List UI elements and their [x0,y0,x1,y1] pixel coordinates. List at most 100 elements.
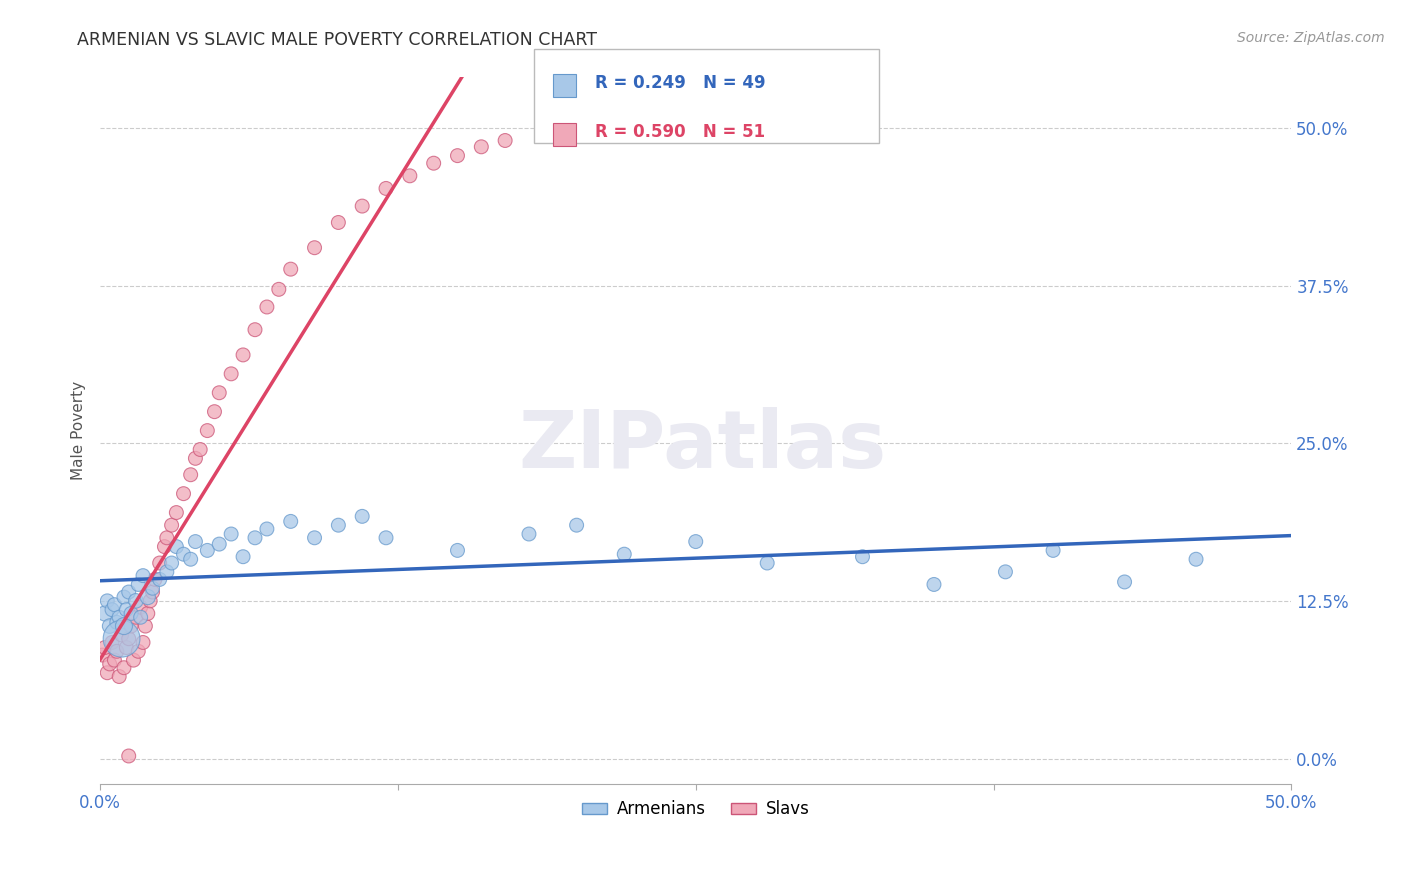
Point [122,653,145,667]
Point [110,632,132,646]
Point [188,442,211,457]
Point [208,385,231,400]
Text: ■: ■ [555,125,574,144]
Point [132,635,155,649]
Point [129,610,152,624]
Point [134,619,156,633]
Point [141,585,163,599]
Point [120,607,142,621]
Point [118,585,141,599]
Point [112,661,135,675]
Text: ZIPatlas: ZIPatlas [519,407,887,485]
Point [160,556,183,570]
Point [101,603,124,617]
Point [115,640,138,655]
Point [219,367,242,381]
Point [96,594,118,608]
Point [165,506,187,520]
Point [219,527,242,541]
Point [195,543,218,558]
Point [328,215,350,229]
Point [280,262,302,277]
Point [375,181,398,195]
Point [94,640,117,655]
Point [352,199,374,213]
Point [143,573,166,587]
Point [112,619,135,633]
Point [851,549,873,564]
Point [156,531,179,545]
Point [994,565,1017,579]
Point [108,669,131,683]
Point [149,556,172,570]
Point [98,657,121,671]
Point [125,610,148,624]
Point [105,644,128,658]
Point [132,568,155,582]
Point [127,644,149,658]
Point [180,552,202,566]
Point [446,148,468,162]
Text: R = 0.249   N = 49: R = 0.249 N = 49 [595,74,765,92]
Point [494,134,516,148]
Point [1042,543,1064,558]
Point [173,486,195,500]
Point [139,594,162,608]
Point [1185,552,1208,566]
Point [204,405,226,419]
Point [243,323,266,337]
Point [304,531,326,545]
Point [565,518,588,533]
Point [232,348,254,362]
Point [118,749,141,764]
Point [470,140,492,154]
Point [422,156,444,170]
Point [756,556,779,570]
Point [160,518,183,533]
Point [352,509,374,524]
Point [118,632,141,646]
Point [96,665,118,680]
Point [103,598,125,612]
Point [94,607,117,621]
Point [267,282,290,296]
Point [141,581,163,595]
Point [208,537,231,551]
Text: ARMENIAN VS SLAVIC MALE POVERTY CORRELATION CHART: ARMENIAN VS SLAVIC MALE POVERTY CORRELAT… [77,31,598,49]
Point [112,590,135,604]
Point [103,653,125,667]
Text: ■: ■ [555,76,574,95]
Y-axis label: Male Poverty: Male Poverty [72,381,86,480]
Point [375,531,398,545]
Point [304,241,326,255]
Point [195,424,218,438]
Point [398,169,420,183]
Point [136,607,159,621]
Point [165,540,187,554]
Point [101,635,124,649]
Point [136,590,159,604]
Point [256,522,278,536]
Point [243,531,266,545]
Point [180,467,202,482]
Legend: Armenians, Slavs: Armenians, Slavs [575,794,817,825]
Point [127,577,149,591]
Point [105,615,128,630]
Text: Source: ZipAtlas.com: Source: ZipAtlas.com [1237,31,1385,45]
Point [517,527,540,541]
Point [613,547,636,561]
Point [129,600,152,615]
Point [115,603,138,617]
Point [280,515,302,529]
Point [184,534,207,549]
Point [110,628,132,642]
Point [1114,574,1136,589]
Point [108,610,131,624]
Point [328,518,350,533]
Point [184,451,207,466]
Point [120,619,142,633]
Point [685,534,707,549]
Point [446,543,468,558]
Point [153,540,176,554]
Point [232,549,254,564]
